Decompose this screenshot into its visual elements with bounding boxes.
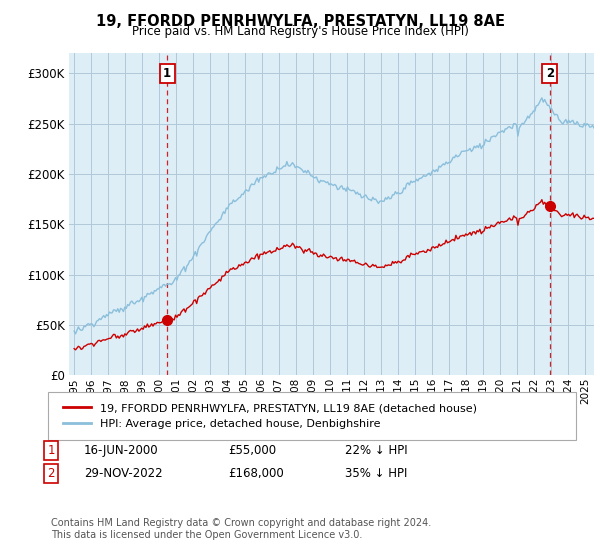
- Legend: 19, FFORDD PENRHWYLFA, PRESTATYN, LL19 8AE (detached house), HPI: Average price,: 19, FFORDD PENRHWYLFA, PRESTATYN, LL19 8…: [59, 399, 481, 433]
- FancyBboxPatch shape: [48, 392, 576, 440]
- Text: Price paid vs. HM Land Registry's House Price Index (HPI): Price paid vs. HM Land Registry's House …: [131, 25, 469, 38]
- Text: 22% ↓ HPI: 22% ↓ HPI: [345, 444, 407, 458]
- Text: 29-NOV-2022: 29-NOV-2022: [84, 466, 163, 480]
- Text: 16-JUN-2000: 16-JUN-2000: [84, 444, 158, 458]
- Text: 2: 2: [47, 466, 55, 480]
- Text: 19, FFORDD PENRHWYLFA, PRESTATYN, LL19 8AE: 19, FFORDD PENRHWYLFA, PRESTATYN, LL19 8…: [95, 14, 505, 29]
- Text: Contains HM Land Registry data © Crown copyright and database right 2024.
This d: Contains HM Land Registry data © Crown c…: [51, 518, 431, 540]
- Text: £168,000: £168,000: [228, 466, 284, 480]
- Text: £55,000: £55,000: [228, 444, 276, 458]
- Text: 2: 2: [546, 67, 554, 80]
- Text: 1: 1: [163, 67, 171, 80]
- Text: 1: 1: [47, 444, 55, 458]
- Text: 35% ↓ HPI: 35% ↓ HPI: [345, 466, 407, 480]
